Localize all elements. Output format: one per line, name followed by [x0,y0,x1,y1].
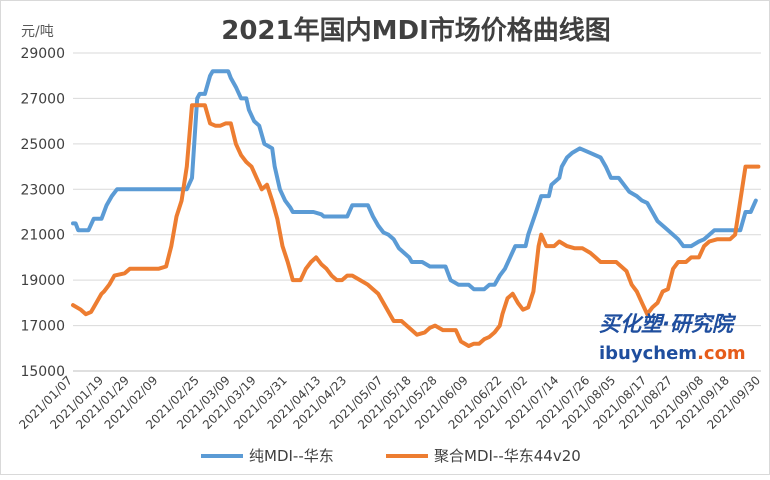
legend-label-1: 纯MDI--华东 [249,447,334,465]
chart-title: 2021年国内MDI市场价格曲线图 [221,15,611,46]
y-tick-label: 21000 [20,228,65,244]
y-tick-label: 23000 [20,182,65,198]
y-tick-label: 25000 [20,137,65,153]
y-tick-label: 27000 [20,91,65,107]
watermark-url: ibuychem.com [599,343,746,364]
y-tick-label: 29000 [20,46,65,62]
series-line-2 [71,103,761,348]
y-tick-label: 15000 [20,364,65,380]
series-line-1 [71,69,758,292]
y-axis-ticks: 15000 17000 19000 21000 23000 25000 27000 29000 [20,46,65,380]
legend: 纯MDI--华东 聚合MDI--华东44v20 [201,447,581,465]
watermark-brand-text: 买化塑·研究院 [599,312,737,336]
legend-label-2: 聚合MDI--华东44v20 [434,447,581,465]
series-lines [71,69,761,348]
y-tick-label: 17000 [20,319,65,335]
y-tick-label: 19000 [20,273,65,289]
watermark-logo: 买化塑·研究院 ibuychem.com [599,312,746,364]
y-axis-unit: 元/吨 [21,24,54,40]
x-axis-ticks: 2021/01/072021/01/192021/01/292021/02/09… [16,373,763,432]
